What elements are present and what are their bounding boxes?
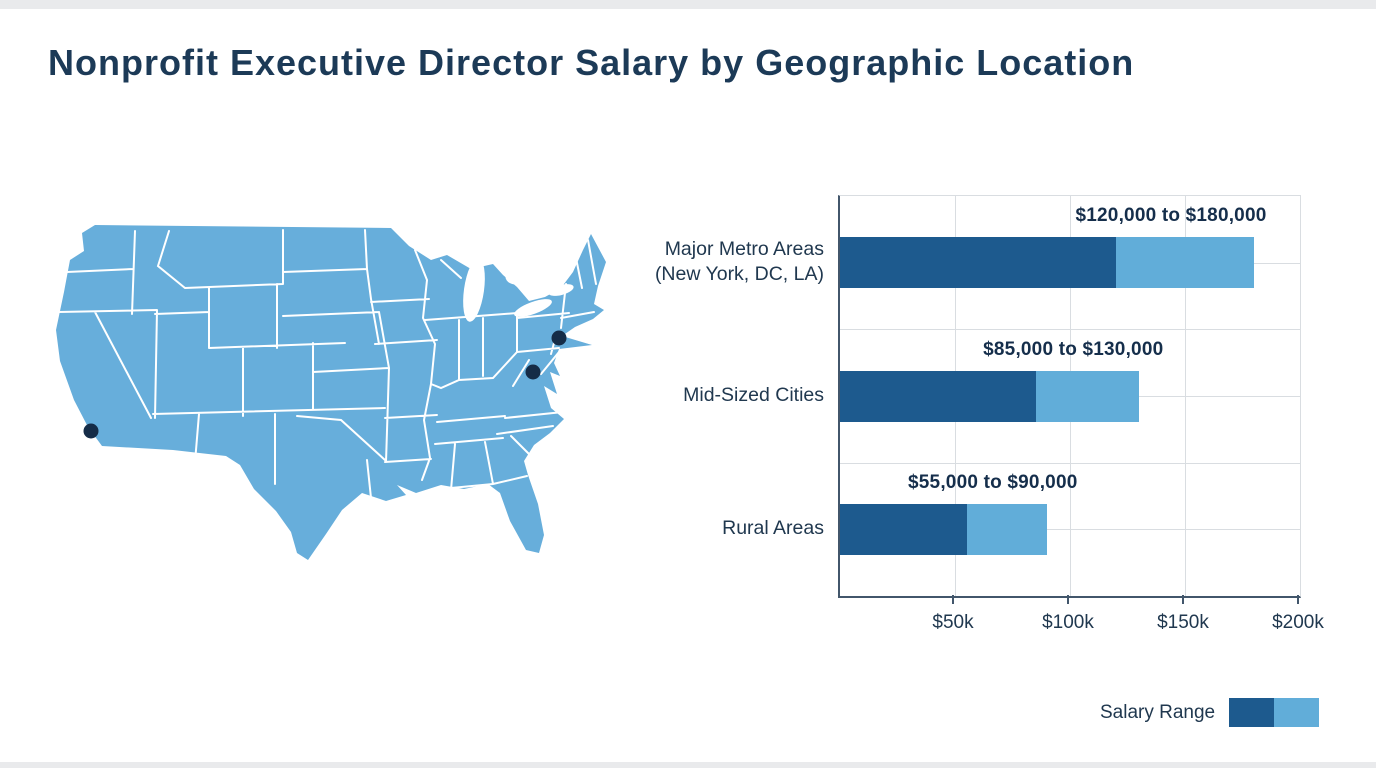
bottom-edge-strip: [0, 762, 1376, 768]
page-title: Nonprofit Executive Director Salary by G…: [48, 42, 1135, 83]
x-tick-label: $100k: [1042, 612, 1094, 633]
legend-swatch-min: [1229, 698, 1275, 727]
legend-swatch-range: [1274, 698, 1320, 727]
legend: Salary Range: [1100, 698, 1320, 727]
bar-min-segment: [840, 237, 1116, 289]
x-tick-label: $150k: [1157, 612, 1209, 633]
x-tick-label: $200k: [1272, 612, 1324, 633]
map-markers: [83, 330, 567, 439]
gridline-horizontal: [840, 329, 1300, 331]
bar-value-label: $55,000 to $90,000: [908, 471, 1078, 493]
bar-min-segment: [840, 503, 967, 555]
top-edge-strip: [0, 0, 1376, 9]
x-tick-mark: [952, 595, 954, 604]
bar-value-label: $85,000 to $130,000: [983, 338, 1164, 360]
category-label-line: Rural Areas: [722, 516, 824, 539]
us-map: [56, 225, 606, 560]
x-tick-label: $50k: [932, 612, 974, 633]
us-map-container: [45, 222, 610, 597]
x-tick-mark: [1297, 595, 1299, 604]
bar-value-label: $120,000 to $180,000: [1075, 205, 1267, 227]
category-label-line: (New York, DC, LA): [654, 262, 824, 285]
great-lakes: [463, 258, 574, 322]
bar-min-segment: [840, 370, 1036, 422]
bar-range-segment: [1116, 237, 1254, 289]
gridline-horizontal: [840, 462, 1300, 464]
category-label: Rural Areas: [564, 516, 824, 541]
x-tick-mark: [1067, 595, 1069, 604]
category-label-line: Mid-Sized Cities: [683, 383, 824, 406]
bar-range-segment: [1035, 370, 1139, 422]
category-label: Major Metro Areas (New York, DC, LA): [564, 237, 824, 287]
map-marker-new-york: [551, 330, 567, 346]
category-label: Mid-Sized Cities: [564, 383, 824, 408]
map-marker-dc: [525, 364, 541, 380]
bar-row: [840, 370, 1300, 422]
map-marker-la: [83, 423, 99, 439]
category-label-line: Major Metro Areas: [664, 237, 824, 260]
bar-row: [840, 237, 1300, 289]
bar-range-segment: [966, 503, 1047, 555]
gridline-horizontal: [840, 529, 1300, 531]
bar-row: [840, 503, 1300, 555]
legend-label: Salary Range: [1100, 701, 1216, 723]
plot-area: $120,000 to $180,000 $85,000 to $130,000 $…: [838, 195, 1301, 598]
x-tick-mark: [1182, 595, 1184, 604]
